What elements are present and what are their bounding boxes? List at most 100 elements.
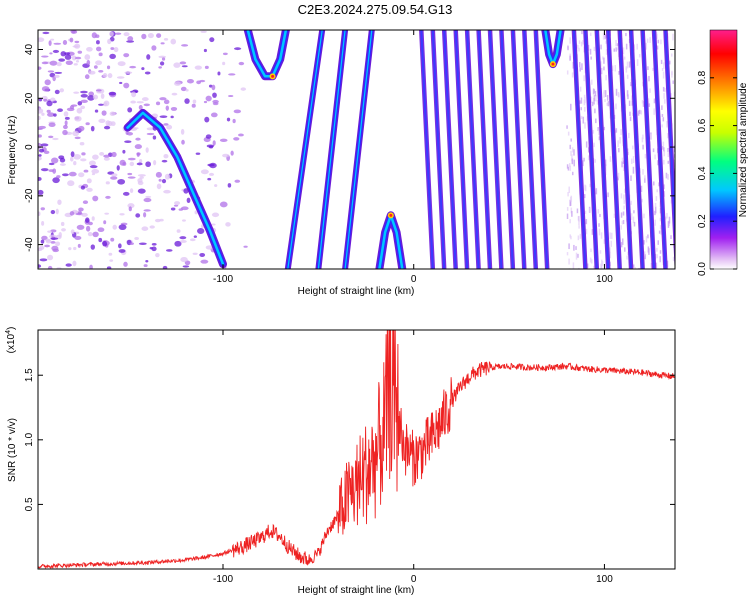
heatmap-noise-blob [38,264,42,268]
heatmap-noise-blob [243,245,248,248]
heatmap-faint-stripe [621,220,624,225]
heatmap-faint-stripe [656,189,658,193]
heatmap-noise-blob [48,40,52,46]
heatmap-noise-blob [71,30,78,34]
heatmap-faint-stripe [578,267,580,269]
heatmap-faint-stripe [599,250,602,254]
heatmap-faint-stripe [611,232,613,240]
heatmap-noise-blob [145,195,152,198]
heatmap-noise-blob [159,218,164,222]
heatmap-faint-stripe [605,40,607,44]
heatmap-noise-blob [118,249,126,253]
heatmap-x-ticks: -100 0 100 [213,30,613,285]
heatmap-upper-notch-peak [551,62,555,66]
heatmap-noise-blob [41,61,49,65]
heatmap-faint-stripe [667,160,670,164]
heatmap-faint-stripe [580,97,583,104]
heatmap-upper-bend-peak [271,74,275,78]
heatmap-faint-stripe [582,40,584,45]
heatmap-faint-stripe [574,268,577,269]
heatmap-faint-stripe [673,145,675,153]
heatmap-y-axis-label: Frequency (Hz) [7,116,18,185]
heatmap-faint-stripe [665,216,667,220]
heatmap-faint-stripe [572,61,574,69]
heatmap-noise-blob [130,100,137,104]
heatmap-y-tick-label: 20 [24,92,35,104]
heatmap-noise-blob [43,150,50,155]
heatmap-faint-stripe [570,138,572,142]
heatmap-faint-stripe [571,72,574,78]
heatmap-faint-stripe [593,97,595,105]
heatmap-noise-blob [207,177,212,181]
heatmap-noise-blob [93,65,98,69]
heatmap-noise-blob [194,210,198,215]
heatmap-faint-stripe [617,172,620,178]
heatmap-noise-blob [64,116,70,120]
heatmap-noise-blob [79,142,85,146]
heatmap-faint-stripe [620,193,623,199]
heatmap-noise-blob [222,61,226,66]
heatmap-noise-blob [128,206,132,212]
heatmap-noise-blob [145,147,149,153]
heatmap-faint-stripe [653,181,655,186]
heatmap-noise-blob [88,70,96,75]
heatmap-noise-blob [92,94,99,100]
heatmap-noise-blob [85,122,90,126]
heatmap-noise-blob [98,118,106,123]
heatmap-noise-blob [212,92,217,98]
heatmap-noise-blob [103,154,110,158]
heatmap-noise-blob [48,162,55,166]
heatmap-noise-blob [50,38,55,41]
heatmap-faint-stripe [632,156,635,164]
heatmap-faint-stripe [583,94,586,99]
heatmap-noise-blob [112,224,117,230]
heatmap-faint-stripe [584,185,587,192]
heatmap-noise-blob [197,228,205,235]
heatmap-noise-blob [92,195,99,202]
heatmap-noise-blob [40,143,49,147]
heatmap-x-axis-label: Height of straight line (km) [298,286,415,297]
heatmap-faint-stripe [590,96,593,104]
heatmap-noise-blob [118,243,122,249]
heatmap-noise-blob [82,200,89,205]
heatmap-noise-blob [80,185,85,190]
heatmap-faint-stripe [566,252,569,256]
heatmap-faint-stripe [626,90,629,97]
heatmap-faint-stripe [629,116,632,122]
heatmap-faint-stripe [656,247,658,252]
heatmap-noise-blob [87,221,93,226]
heatmap-noise-blob [199,79,206,83]
heatmap-faint-stripe [647,98,650,105]
heatmap-faint-stripe [666,173,669,180]
heatmap-faint-stripe [604,33,606,40]
heatmap-faint-stripe [581,30,583,35]
heatmap-noise-blob [73,91,80,94]
heatmap-faint-stripe [662,71,665,79]
heatmap-noise-blob [52,49,60,54]
heatmap-faint-stripe [655,196,658,201]
heatmap-noise-blob [38,66,42,70]
heatmap-noise-blob [101,110,107,116]
heatmap-noise-blob [203,48,207,53]
heatmap-stripe-line-core [595,30,610,269]
heatmap-noise-blob [38,211,41,217]
heatmap-stripe-line-core [420,30,434,269]
heatmap-noise-blob [181,44,189,47]
heatmap-noise-blob [151,45,157,51]
heatmap-faint-stripe [587,155,590,161]
heatmap-faint-stripe [566,213,569,219]
heatmap-faint-stripe [626,255,628,260]
heatmap-faint-stripe [573,244,575,251]
heatmap-noise-blob [40,239,45,244]
heatmap-faint-stripe [637,110,640,116]
heatmap-noise-blob [107,38,112,45]
heatmap-noise-blob [200,259,209,264]
heatmap-faint-stripe [656,254,658,259]
heatmap-faint-stripe [655,262,658,269]
heatmap-noise-blob [161,159,168,163]
heatmap-faint-stripe [632,166,635,174]
heatmap-noise-blob [89,264,93,269]
heatmap-noise-blob [211,84,216,91]
heatmap-noise-blob [204,65,209,70]
heatmap-faint-stripe [642,144,644,150]
